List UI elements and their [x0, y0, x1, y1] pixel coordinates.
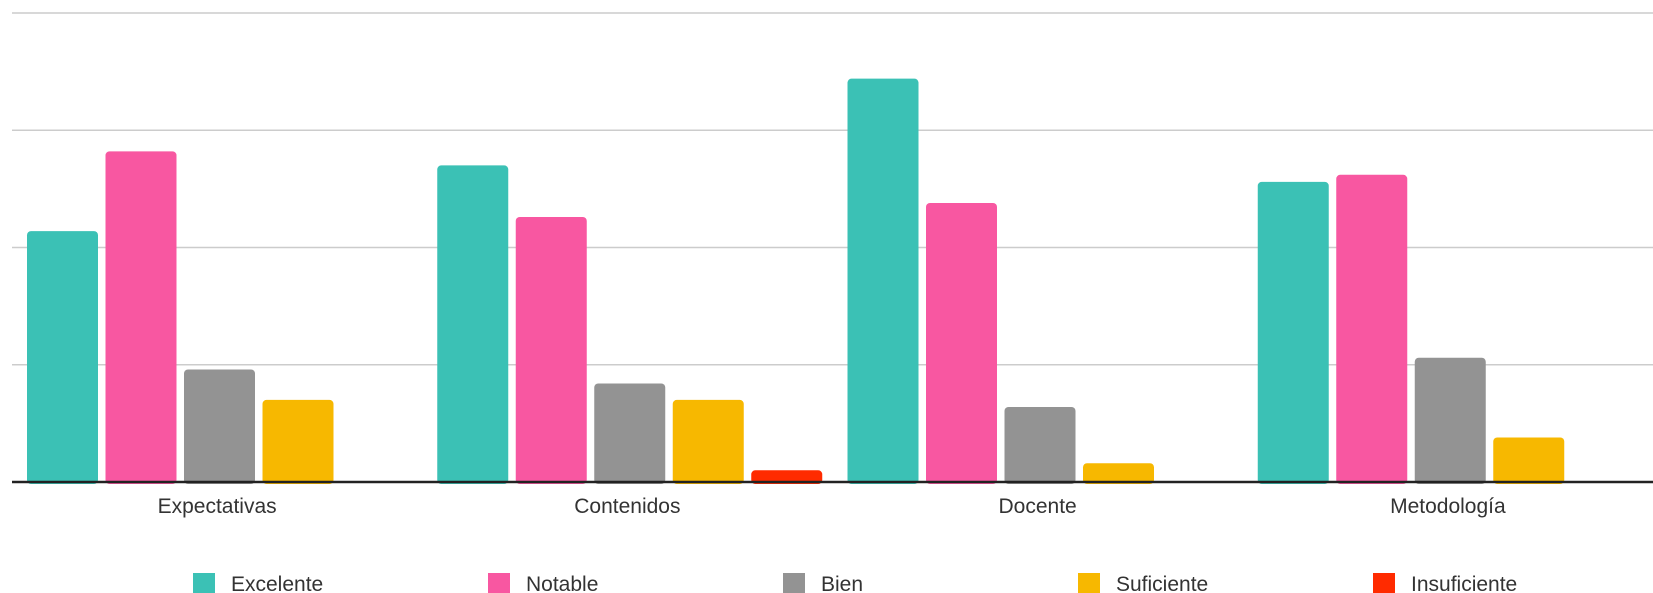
- bar-docente-bien: [1004, 406, 1076, 484]
- bars: [27, 78, 1565, 485]
- category-label-contenidos: Contenidos: [574, 495, 680, 518]
- legend-swatch-bien: [783, 573, 805, 593]
- bar-expectativas-excelente: [27, 231, 98, 484]
- bar-docente-excelente: [847, 78, 919, 484]
- bar-metodologia-bien: [1414, 357, 1486, 484]
- bar-expectativas-suficiente: [262, 399, 334, 484]
- legend-label-bien: Bien: [821, 573, 863, 593]
- bar-expectativas-notable: [105, 151, 177, 485]
- bar-contenidos-insuficiente: [751, 470, 823, 484]
- legend-swatch-insuficiente: [1373, 573, 1395, 593]
- category-label-expectativas: Expectativas: [158, 495, 277, 518]
- bar-metodologia-suficiente: [1493, 437, 1565, 484]
- bar-metodologia-notable: [1336, 174, 1408, 484]
- legend-swatch-suficiente: [1078, 573, 1100, 593]
- bar-contenidos-excelente: [437, 165, 509, 485]
- bar-metodologia-excelente: [1257, 181, 1329, 484]
- bar-contenidos-suficiente: [672, 399, 744, 484]
- legend-label-suficiente: Suficiente: [1116, 573, 1208, 593]
- legend-swatch-notable: [488, 573, 510, 593]
- legend-label-notable: Notable: [526, 573, 598, 593]
- bar-contenidos-notable: [515, 217, 587, 484]
- category-label-docente: Docente: [999, 495, 1077, 518]
- bar-docente-suficiente: [1083, 463, 1154, 484]
- category-labels: Expectativas Contenidos Docente Metodología: [158, 495, 1506, 518]
- legend-swatch-excelente: [193, 573, 215, 593]
- bar-expectativas-bien: [184, 369, 255, 484]
- legend: Excelente Notable Bien Suficiente Insuficien…: [193, 573, 1517, 593]
- bar-docente-notable: [926, 202, 997, 484]
- bar-contenidos-bien: [594, 383, 666, 484]
- category-label-metodologia: Metodología: [1390, 495, 1506, 518]
- legend-label-insuficiente: Insuficiente: [1411, 573, 1517, 593]
- legend-label-excelente: Excelente: [231, 573, 323, 593]
